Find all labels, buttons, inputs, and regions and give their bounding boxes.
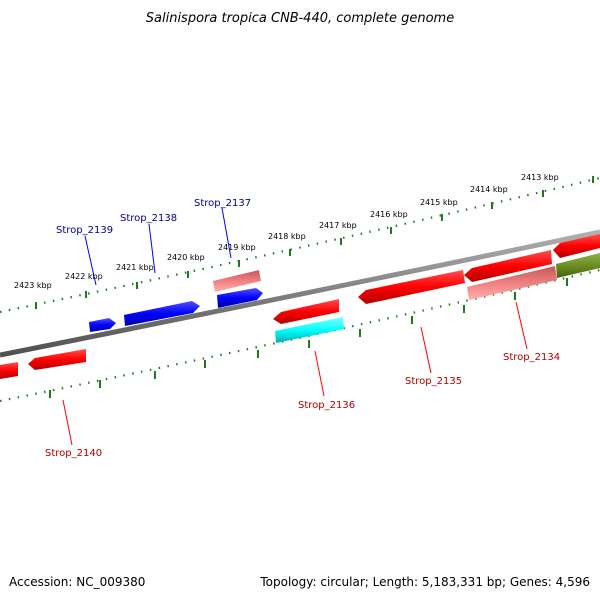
genome-backbone bbox=[0, 229, 600, 358]
gene-strop-2138[interactable] bbox=[124, 301, 200, 326]
reverse-genes bbox=[0, 234, 600, 379]
tick-label-2419: 2419 kbp bbox=[218, 243, 256, 252]
tick-label-2418: 2418 kbp bbox=[268, 232, 306, 241]
label-strop-2134[interactable]: Strop_2134 bbox=[503, 352, 560, 363]
tick-label-2415: 2415 kbp bbox=[420, 198, 458, 207]
gene-strop-2136[interactable] bbox=[273, 299, 339, 324]
tick-label-2416: 2416 kbp bbox=[370, 210, 408, 219]
forward-genes bbox=[89, 270, 263, 332]
gene-strop-2141-partial[interactable] bbox=[0, 362, 18, 379]
reverse-gene-labels: Strop_2140 Strop_2136 Strop_2135 Strop_2… bbox=[45, 352, 560, 459]
tick-label-2414: 2414 kbp bbox=[470, 185, 508, 194]
gene-strop-2139[interactable] bbox=[89, 318, 116, 332]
tick-label-2422: 2422 kbp bbox=[65, 272, 103, 281]
gene-strop-2135[interactable] bbox=[358, 270, 465, 304]
genome-summary-text: Topology: circular; Length: 5,183,331 bp… bbox=[259, 575, 590, 589]
tick-label-2417: 2417 kbp bbox=[319, 221, 357, 230]
label-strop-2138[interactable]: Strop_2138 bbox=[120, 213, 177, 224]
gene-strop-2137[interactable] bbox=[217, 288, 263, 308]
gene-strop-2134[interactable] bbox=[464, 250, 552, 282]
gene-olive-partial bbox=[556, 253, 600, 278]
tick-label-2413: 2413 kbp bbox=[521, 173, 559, 182]
forward-label-leaders bbox=[84, 207, 232, 286]
map-title: Salinispora tropica CNB-440, complete ge… bbox=[146, 11, 454, 26]
label-strop-2136[interactable]: Strop_2136 bbox=[298, 400, 355, 411]
outer-major-ticks bbox=[35, 176, 594, 309]
gene-strop-2136-cyan bbox=[275, 317, 344, 343]
label-strop-2137[interactable]: Strop_2137 bbox=[194, 198, 251, 209]
forward-gene-labels: Strop_2139 Strop_2138 Strop_2137 bbox=[56, 198, 251, 236]
tick-label-2421: 2421 kbp bbox=[116, 263, 154, 272]
reverse-label-leaders bbox=[62, 301, 528, 446]
tick-labels: 2423 kbp 2422 kbp 2421 kbp 2420 kbp 2419… bbox=[14, 173, 559, 290]
tick-label-2420: 2420 kbp bbox=[167, 253, 205, 262]
outer-tick-track bbox=[0, 176, 600, 314]
gene-strop-2137-pseudo bbox=[213, 270, 261, 292]
gene-strop-2133-partial[interactable] bbox=[553, 234, 600, 258]
gene-strop-2140[interactable] bbox=[28, 349, 86, 370]
label-strop-2140[interactable]: Strop_2140 bbox=[45, 448, 102, 459]
label-strop-2135[interactable]: Strop_2135 bbox=[405, 376, 462, 387]
accession-text: Accession: NC_009380 bbox=[9, 575, 145, 589]
tick-label-2423: 2423 kbp bbox=[14, 281, 52, 290]
label-strop-2139[interactable]: Strop_2139 bbox=[56, 225, 113, 236]
gene-strop-2134-pseudo bbox=[467, 266, 557, 300]
inner-major-ticks bbox=[49, 278, 568, 398]
